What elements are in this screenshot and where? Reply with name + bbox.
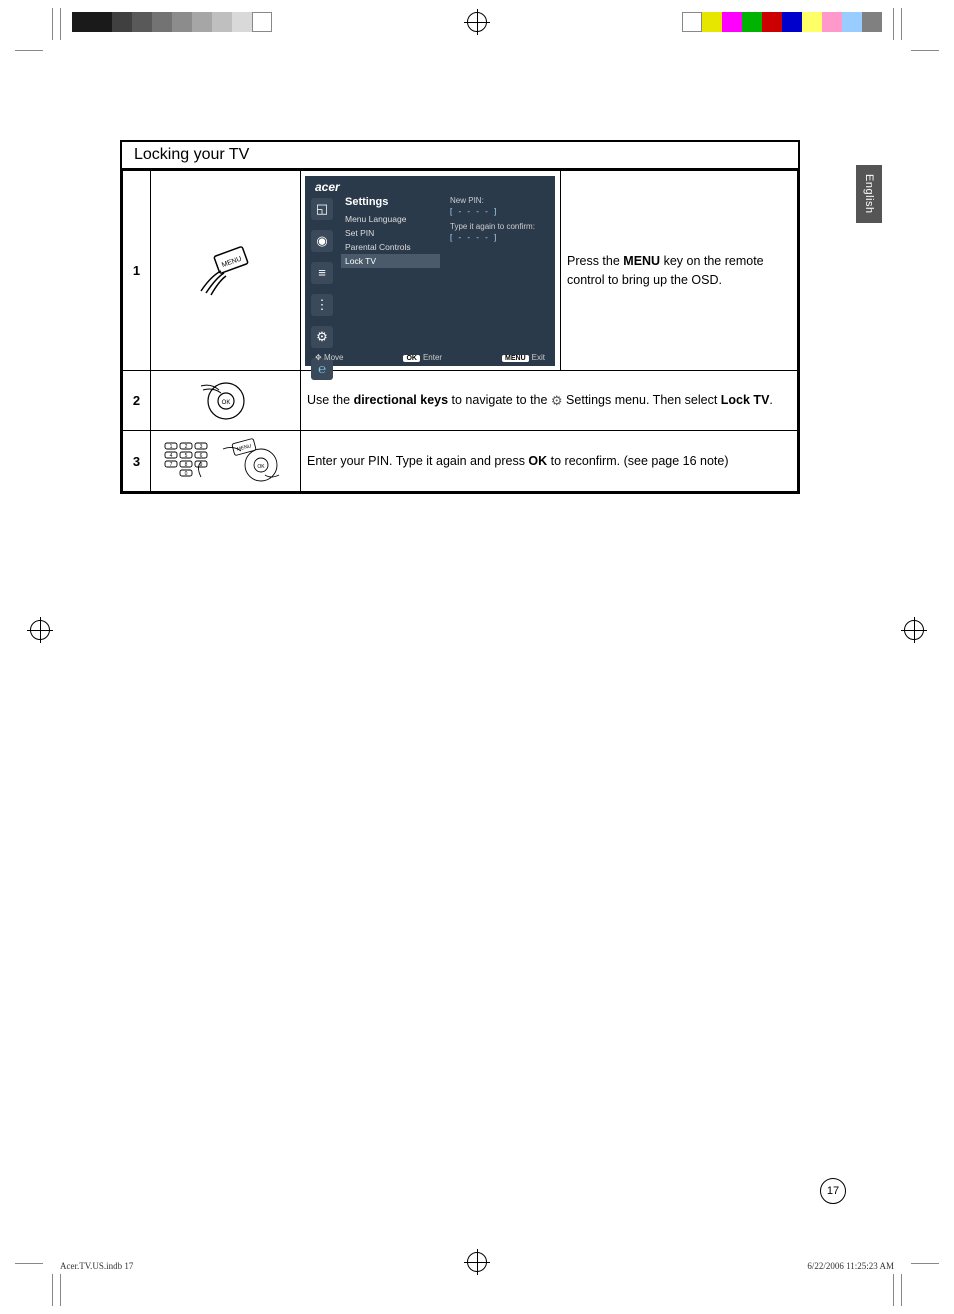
crop-mark [60, 1274, 61, 1306]
step-3-instruction: Enter your PIN. Type it again and press … [301, 431, 798, 492]
menu-item: Set PIN [345, 226, 440, 240]
color-strip [682, 12, 882, 32]
registration-mark-icon [904, 620, 924, 640]
svg-text:5: 5 [184, 453, 187, 459]
print-footer: Acer.TV.US.indb 17 6/22/2006 11:25:23 AM [60, 1261, 894, 1271]
svg-text:7: 7 [169, 462, 172, 468]
osd-screenshot: acer ◱ ◉ ≡ ⋮ ⚙ ℮ Settings Menu Language … [305, 176, 555, 366]
language-tab: English [856, 165, 882, 223]
main-content-box: Locking your TV 1 MENU acer ◱ ◉ ≡ ⋮ ⚙ ℮ … [120, 140, 800, 494]
page-number: 17 [820, 1178, 846, 1204]
crop-mark [911, 1263, 939, 1264]
channel-icon: ≡ [311, 262, 333, 284]
menu-item: Menu Language [345, 212, 440, 226]
grayscale-strip [72, 12, 272, 32]
keypad-illustration: 123 456 789 0 MENU OK [151, 431, 301, 492]
svg-text:1: 1 [169, 444, 172, 450]
picture-icon: ◱ [311, 198, 333, 220]
audio-icon: ◉ [311, 230, 333, 252]
crop-mark [15, 1263, 43, 1264]
crop-mark [893, 1274, 894, 1306]
confirm-pin-label: Type it again to confirm: [450, 222, 550, 231]
step-number: 1 [123, 171, 151, 371]
crop-mark [60, 8, 61, 40]
new-pin-label: New PIN: [450, 196, 550, 205]
crop-mark [901, 1274, 902, 1306]
osd-menu-list: Settings Menu Language Set PIN Parental … [345, 196, 440, 268]
menu-press-illustration: MENU [151, 171, 301, 371]
osd-menu-title: Settings [345, 196, 440, 208]
step-number: 2 [123, 371, 151, 431]
menu-item: Parental Controls [345, 240, 440, 254]
brand-logo: acer [315, 180, 340, 194]
options-icon: ⋮ [311, 294, 333, 316]
language-label: English [863, 174, 875, 214]
svg-text:OK: OK [257, 464, 265, 470]
svg-text:6: 6 [199, 453, 202, 459]
registration-mark-icon [467, 12, 487, 32]
pin-field: [ - - - - ] [450, 233, 550, 242]
table-row: 2 OK Use the directional keys to navigat… [123, 371, 798, 431]
enter-hint: OKEnter [403, 353, 442, 362]
crop-mark [901, 8, 902, 40]
crop-mark [893, 8, 894, 40]
osd-pin-panel: New PIN: [ - - - - ] Type it again to co… [450, 196, 550, 248]
svg-text:2: 2 [184, 444, 187, 450]
move-hint: ✥ Move [315, 353, 344, 362]
osd-footer: ✥ Move OKEnter MENUExit [315, 353, 545, 362]
step-2-instruction: Use the directional keys to navigate to … [301, 371, 798, 431]
gear-icon: ⚙ [311, 326, 333, 348]
crop-mark [52, 8, 53, 40]
svg-text:0: 0 [184, 471, 187, 477]
pin-field: [ - - - - ] [450, 207, 550, 216]
crop-mark [15, 50, 43, 51]
menu-item-highlighted: Lock TV [341, 254, 440, 268]
osd-screenshot-cell: acer ◱ ◉ ≡ ⋮ ⚙ ℮ Settings Menu Language … [301, 171, 561, 371]
svg-text:OK: OK [221, 400, 230, 406]
crop-mark [911, 50, 939, 51]
gear-icon: ⚙ [551, 391, 563, 411]
footer-filename: Acer.TV.US.indb 17 [60, 1261, 133, 1271]
crop-mark [52, 1274, 53, 1306]
exit-hint: MENUExit [502, 353, 545, 362]
footer-timestamp: 6/22/2006 11:25:23 AM [807, 1261, 894, 1271]
section-title: Locking your TV [122, 142, 798, 170]
registration-mark-icon [30, 620, 50, 640]
table-row: 1 MENU acer ◱ ◉ ≡ ⋮ ⚙ ℮ Settings Menu La… [123, 171, 798, 371]
dpad-illustration: OK [151, 371, 301, 431]
svg-text:4: 4 [169, 453, 172, 459]
instruction-table: 1 MENU acer ◱ ◉ ≡ ⋮ ⚙ ℮ Settings Menu La… [122, 170, 798, 492]
svg-text:3: 3 [199, 444, 202, 450]
svg-text:8: 8 [184, 462, 187, 468]
step-number: 3 [123, 431, 151, 492]
step-1-instruction: Press the MENU key on the remote control… [561, 171, 798, 371]
table-row: 3 123 456 789 0 MENU OK Enter your PIN. … [123, 431, 798, 492]
